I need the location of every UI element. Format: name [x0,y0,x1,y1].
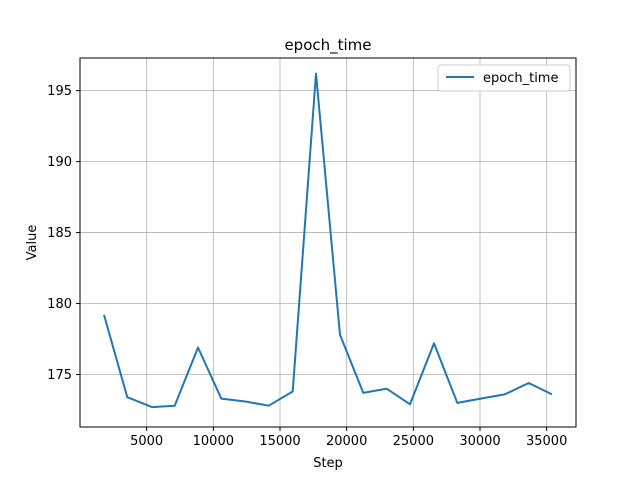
series-layer [103,72,553,409]
y-tick-label: 195 [47,84,72,99]
y-axis-label: Value [25,225,40,261]
x-tick-label: 5000 [130,434,163,449]
legend: epoch_time [437,64,571,92]
y-tick-label: 190 [47,155,72,170]
x-tick-label: 35000 [526,434,567,449]
y-tick-label: 180 [47,297,72,312]
x-tick-label: 10000 [193,434,234,449]
legend-label-epoch-time: epoch_time [483,71,558,86]
plot-frame [79,57,577,428]
chart-title: epoch_time [284,36,371,55]
y-tick-label: 175 [47,368,72,383]
x-tick-label: 25000 [393,434,434,449]
legend-box [437,64,571,92]
x-tick-label: 30000 [459,434,500,449]
y-tick-label: 185 [47,226,72,241]
series-line-epoch-time [103,72,553,409]
grid [80,58,576,427]
x-axis-label: Step [313,456,343,471]
ticks: 5000 10000 15000 20000 25000 30000 35000 175 180… [47,84,567,449]
x-tick-label: 20000 [326,434,367,449]
x-tick-label: 15000 [259,434,300,449]
